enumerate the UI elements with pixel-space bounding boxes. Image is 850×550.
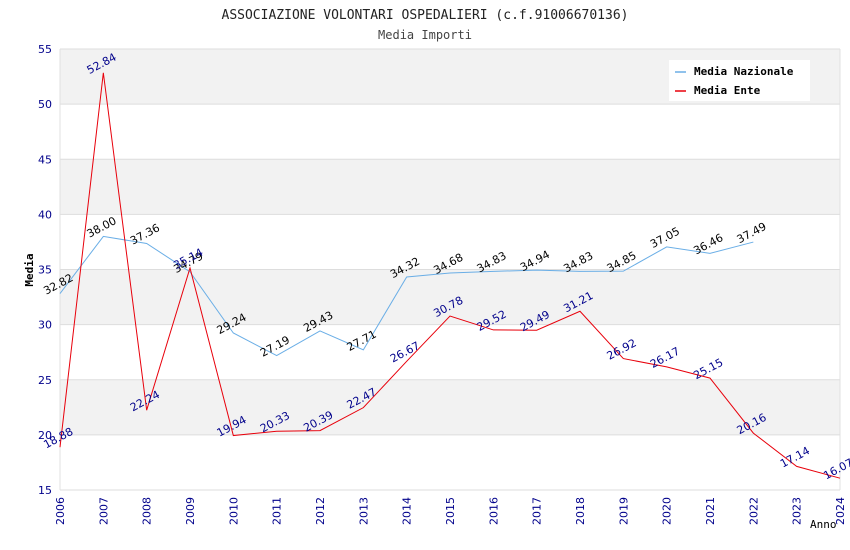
- x-tick-label: 2021: [704, 497, 717, 525]
- x-tick-label: 2007: [97, 497, 110, 525]
- x-tick-label: 2016: [487, 497, 500, 525]
- y-axis: 15 20 25 30 35 40 45 50 55: [38, 43, 52, 497]
- x-tick-label: 2010: [227, 497, 240, 525]
- x-tick-label: 2014: [401, 497, 414, 525]
- x-tick-label: 2023: [791, 497, 804, 525]
- series-line-media-ente: [59, 72, 841, 479]
- x-tick-label: 2018: [574, 497, 587, 525]
- x-tick-label: 2006: [54, 497, 67, 525]
- y-tick-label: 15: [38, 484, 52, 497]
- grid-band: [60, 214, 840, 270]
- y-tick-label: 50: [38, 98, 52, 111]
- grid-band: [60, 379, 840, 435]
- y-axis-label: Media: [23, 253, 36, 286]
- x-tick-label: 2024: [834, 497, 847, 525]
- x-tick-label: 2020: [661, 497, 674, 525]
- x-axis-label: Anno: [810, 518, 837, 531]
- x-axis: 2006 2007 2008 2009 2010 2011 2012 2013 2014 2015…: [54, 497, 847, 525]
- grid-band: [60, 104, 840, 160]
- x-tick-label: 2008: [141, 497, 154, 525]
- y-tick-label: 45: [38, 153, 52, 166]
- y-tick-label: 40: [38, 208, 52, 221]
- grid-band: [60, 434, 840, 490]
- grid-band: [60, 159, 840, 215]
- y-tick-label: 35: [38, 264, 52, 277]
- legend-label-media-ente: Media Ente: [694, 84, 761, 97]
- series-line-media-nazionale: [59, 235, 754, 357]
- x-tick-label: 2015: [444, 497, 457, 525]
- plot-background: [60, 49, 840, 490]
- x-tick-label: 2009: [184, 497, 197, 525]
- grid-lines: [59, 48, 841, 491]
- chart-subtitle: Media Importi: [378, 28, 472, 42]
- legend-label-media-nazionale: Media Nazionale: [694, 65, 794, 78]
- y-tick-label: 25: [38, 374, 52, 387]
- y-tick-label: 20: [38, 429, 52, 442]
- legend: Media Nazionale Media Ente: [669, 60, 810, 101]
- legend-background: [669, 60, 810, 101]
- chart-title: ASSOCIAZIONE VOLONTARI OSPEDALIERI (c.f.…: [222, 8, 629, 23]
- x-tick-label: 2019: [617, 497, 630, 525]
- y-tick-label: 55: [38, 43, 52, 56]
- x-tick-label: 2017: [531, 497, 544, 525]
- x-tick-label: 2011: [271, 497, 284, 525]
- x-tick-label: 2012: [314, 497, 327, 525]
- y-tick-label: 30: [38, 319, 52, 332]
- grid-band: [60, 269, 840, 325]
- grid-band: [60, 324, 840, 380]
- x-tick-label: 2013: [357, 497, 370, 525]
- x-tick-label: 2022: [747, 497, 760, 525]
